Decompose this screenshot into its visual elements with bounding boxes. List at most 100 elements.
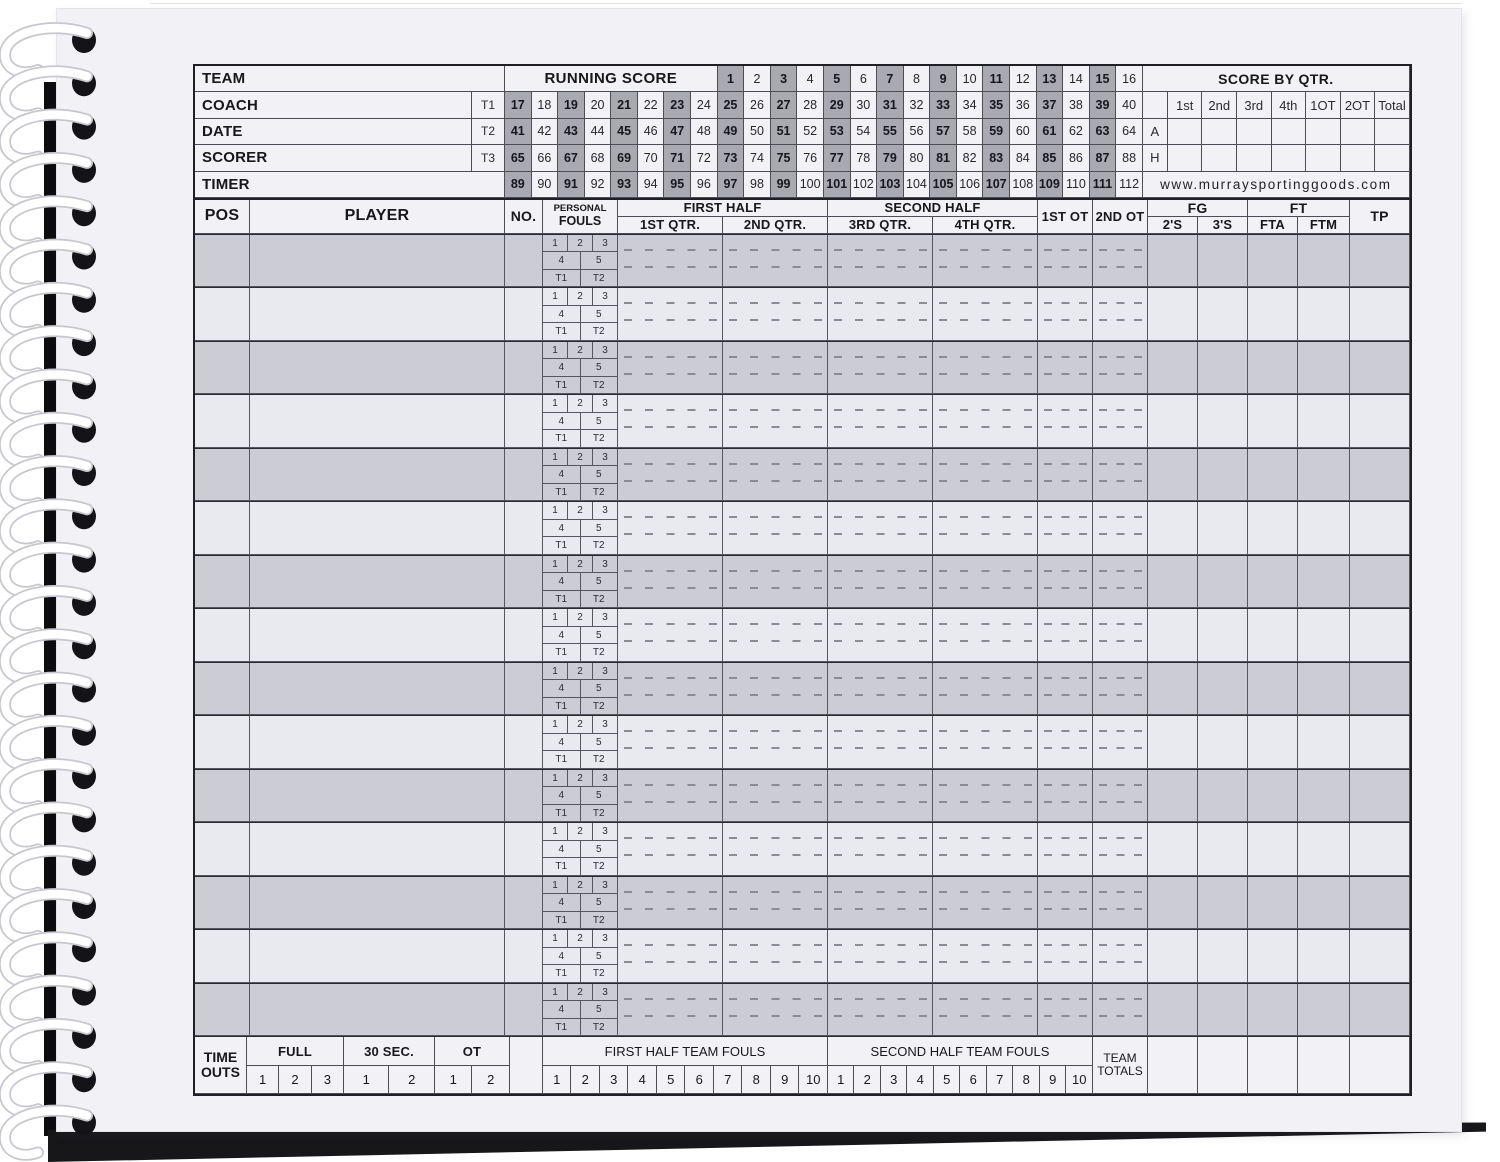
personal-foul-box[interactable]: 1 [543,234,568,253]
qtr-score-cell[interactable] [828,288,933,341]
running-score-cell[interactable]: 34 [956,92,984,119]
running-score-cell[interactable]: 2 [744,66,771,93]
qtr-score-cell[interactable] [723,555,828,609]
qtr-score-cell[interactable] [828,769,933,823]
running-score-cell[interactable]: 66 [531,145,559,172]
running-score-cell[interactable]: 51 [770,118,798,146]
running-score-cell[interactable]: 90 [531,171,559,198]
running-score-cell[interactable]: 60 [1009,118,1037,146]
team-foul-tally-box[interactable]: T2 [580,537,618,555]
player-name-cell[interactable] [250,555,505,609]
qtr-score-cell[interactable] [933,341,1038,395]
personal-foul-box[interactable]: 3 [593,234,618,253]
running-score-cell[interactable]: 100 [797,171,824,198]
stat-fg-3s-cell[interactable] [1198,555,1248,609]
qtr-score-cell[interactable] [723,341,828,395]
stat-tp-cell[interactable] [1350,876,1410,930]
running-score-cell[interactable]: 41 [505,118,532,146]
qtr-score-cell[interactable] [933,502,1038,555]
qtr-score-cell[interactable] [723,234,828,288]
player-no-cell[interactable] [505,662,543,716]
team-foul-tally-box[interactable]: T1 [543,697,581,716]
running-score-cell[interactable]: 7 [877,66,904,93]
qtr-score-cell[interactable] [723,876,828,930]
stat-ftm-cell[interactable] [1298,769,1350,823]
qtr-score-cell[interactable] [618,716,723,769]
team-foul-tally-box[interactable]: T1 [543,590,581,609]
personal-foul-box[interactable]: 3 [593,395,618,413]
player-name-cell[interactable] [250,234,505,288]
stat-fg-3s-cell[interactable] [1198,662,1248,716]
qtr-score-cell[interactable] [828,234,933,288]
first-half-team-foul-box[interactable]: 4 [628,1065,657,1094]
personal-foul-box[interactable]: 3 [593,662,618,681]
personal-foul-box[interactable]: 3 [593,288,618,306]
personal-foul-box[interactable]: 1 [543,823,568,841]
qtr-score-entry-cell[interactable] [1237,118,1272,146]
stat-fta-cell[interactable] [1248,609,1298,662]
personal-foul-box[interactable]: 4 [543,519,581,538]
qtr-score-cell[interactable] [828,448,933,502]
running-score-cell[interactable]: 63 [1089,118,1117,146]
personal-foul-box[interactable]: 2 [568,716,593,734]
stat-fg-3s-cell[interactable] [1198,930,1248,983]
stat-fg-2s-cell[interactable] [1148,288,1198,341]
team-foul-tally-box[interactable]: T1 [543,323,581,341]
running-score-cell[interactable]: 69 [611,145,638,172]
qtr-score-cell[interactable] [723,288,828,341]
timeout-full-box[interactable]: 1 [247,1065,280,1094]
personal-foul-box[interactable]: 3 [593,341,618,360]
personal-foul-box[interactable]: 4 [543,733,581,752]
stat-fta-cell[interactable] [1248,823,1298,876]
player-no-cell[interactable] [505,234,543,288]
running-score-cell[interactable]: 13 [1036,66,1064,93]
qtr-score-cell[interactable] [933,448,1038,502]
running-score-cell[interactable]: 46 [637,118,665,146]
player-no-cell[interactable] [505,823,543,876]
pos-cell[interactable] [195,341,250,395]
running-score-cell[interactable]: 28 [797,92,824,119]
qtr-score-cell[interactable] [828,555,933,609]
personal-foul-box[interactable]: 5 [580,252,618,270]
personal-foul-box[interactable]: 1 [543,341,568,360]
stat-tp-cell[interactable] [1350,502,1410,555]
player-name-cell[interactable] [250,983,505,1037]
second-half-team-foul-box[interactable]: 6 [960,1065,987,1094]
running-score-cell[interactable]: 26 [744,92,771,119]
stat-fta-cell[interactable] [1248,876,1298,930]
stat-fta-cell[interactable] [1248,341,1298,395]
personal-foul-box[interactable]: 2 [568,930,593,948]
personal-foul-box[interactable]: 5 [580,680,618,698]
stat-fg-3s-cell[interactable] [1198,769,1248,823]
qtr-score-cell[interactable] [933,395,1038,448]
personal-foul-box[interactable]: 2 [568,341,593,360]
personal-foul-box[interactable]: 3 [593,555,618,574]
running-score-cell[interactable]: 68 [584,145,612,172]
running-score-cell[interactable]: 83 [983,145,1010,172]
player-name-cell[interactable] [250,288,505,341]
stat-tp-cell[interactable] [1350,609,1410,662]
pos-cell[interactable] [195,288,250,341]
running-score-cell[interactable]: 17 [505,92,532,119]
ot-score-cell[interactable] [1093,983,1148,1037]
running-score-cell[interactable]: 65 [505,145,532,172]
running-score-cell[interactable]: 99 [770,171,798,198]
personal-foul-box[interactable]: 5 [580,573,618,591]
stat-fg-3s-cell[interactable] [1198,395,1248,448]
qtr-score-cell[interactable] [618,662,723,716]
running-score-cell[interactable]: 37 [1036,92,1064,119]
personal-foul-box[interactable]: 1 [543,288,568,306]
stat-fta-cell[interactable] [1248,502,1298,555]
running-score-cell[interactable]: 52 [797,118,824,146]
running-score-cell[interactable]: 47 [664,118,692,146]
running-score-cell[interactable]: 86 [1063,145,1090,172]
running-score-cell[interactable]: 19 [558,92,585,119]
stat-fg-3s-cell[interactable] [1198,716,1248,769]
running-score-cell[interactable]: 74 [744,145,771,172]
running-score-cell[interactable]: 92 [584,171,612,198]
stat-fg-3s-cell[interactable] [1198,823,1248,876]
qtr-score-cell[interactable] [933,288,1038,341]
player-no-cell[interactable] [505,288,543,341]
qtr-score-cell[interactable] [828,341,933,395]
stat-fg-2s-cell[interactable] [1148,716,1198,769]
